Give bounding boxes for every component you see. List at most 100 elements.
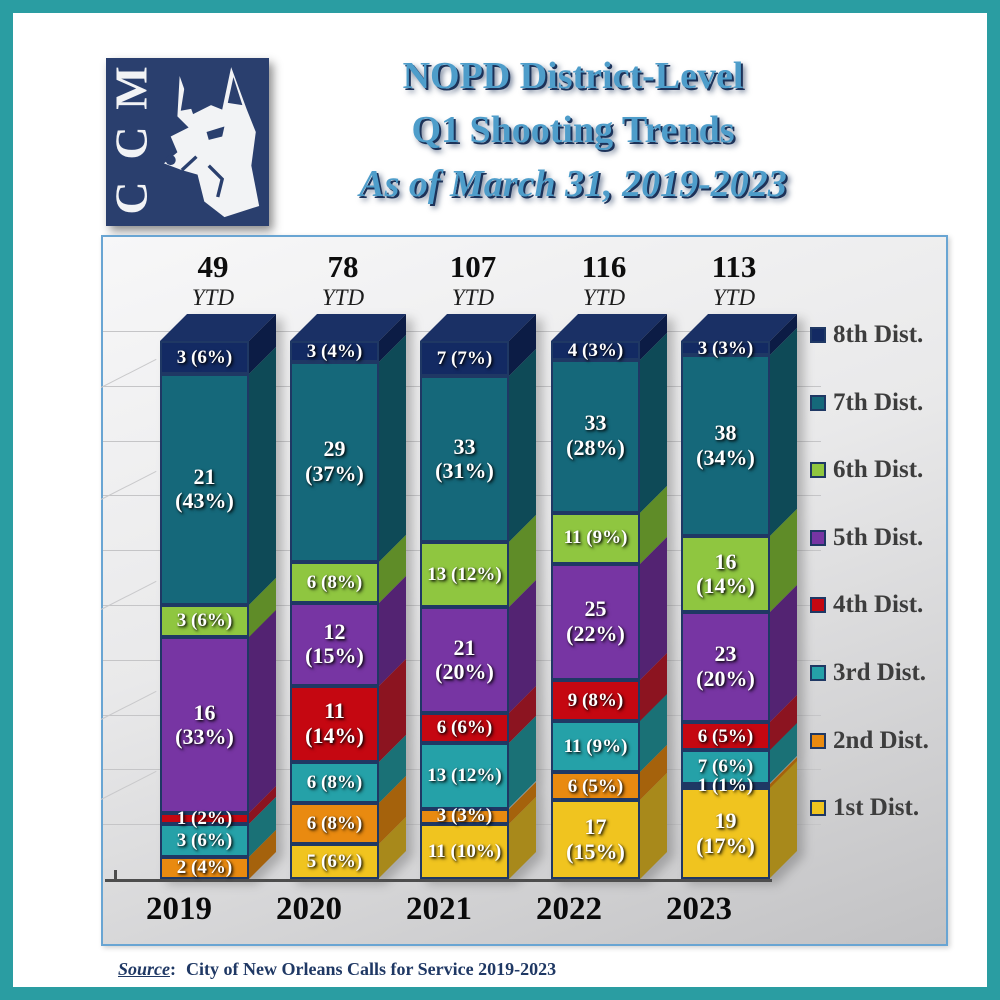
segment-label: 6 (8%) — [306, 813, 363, 835]
segment-2021-5th-dist: 21 (20%) — [420, 580, 536, 714]
total-value: 116 — [581, 249, 627, 284]
segment-2021-2nd-dist: 3 (3%) — [420, 781, 536, 826]
bar-2021: 7 (7%) 33 (31%) 13 (12%) 21 (20%) 6 (6%) 13 (… — [420, 314, 536, 879]
segment-2021-1st-dist: 11 (10%) — [420, 796, 536, 879]
segment-label: 3 (4%) — [306, 340, 363, 362]
segment-label: 1 (1%) — [697, 775, 754, 797]
segment-2020-1st-dist: 5 (6%) — [290, 817, 406, 879]
segment-2019-2nd-dist: 2 (4%) — [160, 830, 276, 879]
total-value: 113 — [711, 249, 757, 284]
ytd-label: YTD — [191, 285, 235, 310]
legend-label: 4th Dist. — [833, 591, 924, 618]
legend-label: 1st Dist. — [833, 794, 920, 821]
segment-label: 25 (22%) — [566, 595, 625, 646]
segment-2023-8th-dist: 3 (3%) — [681, 314, 797, 359]
segment-label: 33 (31%) — [435, 433, 494, 484]
legend-label: 5th Dist. — [833, 524, 924, 551]
total-value: 49 — [197, 249, 229, 284]
segment-2021-4th-dist: 6 (6%) — [420, 686, 536, 744]
ytd-label: YTD — [582, 285, 626, 310]
segment-label: 6 (8%) — [306, 571, 363, 593]
segment-2023-5th-dist: 23 (20%) — [681, 585, 797, 722]
segment-2022-6th-dist: 11 (9%) — [551, 485, 667, 564]
segment-side-face — [770, 328, 797, 537]
year-label-2021: 2021 — [406, 891, 472, 927]
segment-2020-4th-dist: 11 (14%) — [290, 658, 406, 762]
mcc-letter-2: C — [105, 181, 157, 215]
segment-2022-3rd-dist: 11 (9%) — [551, 694, 667, 773]
segment-2020-7th-dist: 29 (37%) — [290, 334, 406, 562]
bar-total-2021: 107 YTD — [408, 250, 538, 312]
legend-label: 2nd Dist. — [833, 727, 929, 754]
segment-2023-4th-dist: 6 (5%) — [681, 694, 797, 751]
segment-label: 13 (12%) — [427, 765, 502, 787]
axis-tick — [114, 870, 117, 880]
segment-label: 17 (15%) — [566, 813, 625, 864]
segment-label: 11 (9%) — [563, 527, 628, 549]
segment-2020-2nd-dist: 6 (8%) — [290, 776, 406, 845]
source-line: Source: City of New Orleans Calls for Ser… — [118, 959, 556, 980]
legend-item-4th-dist: 4th Dist. — [810, 591, 923, 619]
source-text: City of New Orleans Calls for Service 20… — [186, 959, 557, 979]
wall-line — [100, 770, 157, 800]
segment-2019-3rd-dist: 3 (6%) — [160, 797, 276, 858]
bar-2022: 4 (3%) 33 (28%) 11 (9%) 25 (22%) 9 (8%) 11 (9… — [551, 314, 667, 879]
segment-2022-4th-dist: 9 (8%) — [551, 652, 667, 722]
segment-label: 9 (8%) — [567, 689, 624, 711]
year-label-2020: 2020 — [276, 891, 342, 927]
legend-label: 6th Dist. — [833, 456, 924, 483]
segment-label: 11 (9%) — [563, 736, 628, 758]
segment-2022-8th-dist: 4 (3%) — [551, 314, 667, 361]
segment-2023-2nd-dist: 1 (1%) — [681, 756, 797, 796]
segment-side-face — [249, 346, 276, 605]
wall-line — [100, 358, 157, 388]
legend-swatch — [810, 800, 826, 816]
legend-swatch — [810, 462, 826, 478]
page-title: NOPD District-Level Q1 Shooting Trends A… — [273, 49, 873, 211]
legend-item-1st-dist: 1st Dist. — [810, 794, 919, 822]
segment-2019-5th-dist: 16 (33%) — [160, 610, 276, 814]
legend-item-6th-dist: 6th Dist. — [810, 456, 923, 484]
segment-label: 7 (6%) — [697, 756, 754, 778]
segment-label: 6 (8%) — [306, 771, 363, 793]
legend-item-2nd-dist: 2nd Dist. — [810, 727, 929, 755]
segment-side-face — [379, 334, 406, 562]
legend-item-3rd-dist: 3rd Dist. — [810, 659, 926, 687]
segment-label: 12 (15%) — [305, 618, 364, 669]
segment-label: 13 (12%) — [427, 564, 502, 586]
legend-swatch — [810, 665, 826, 681]
segment-label: 3 (6%) — [176, 829, 233, 851]
ytd-label: YTD — [321, 285, 365, 310]
segment-label: 38 (34%) — [696, 420, 755, 470]
segment-side-face — [509, 349, 536, 543]
segment-label: 16 (14%) — [696, 548, 755, 599]
segment-2021-3rd-dist: 13 (12%) — [420, 716, 536, 809]
segment-2022-7th-dist: 33 (28%) — [551, 332, 667, 513]
legend-swatch — [810, 530, 826, 546]
segment-2022-5th-dist: 25 (22%) — [551, 536, 667, 680]
bar-total-2022: 116 YTD — [539, 250, 669, 312]
bar-total-2019: 49 YTD — [148, 250, 278, 312]
segment-side-face — [640, 332, 667, 513]
segment-label: 23 (20%) — [696, 641, 755, 692]
bar-total-2023: 113 YTD — [669, 250, 799, 312]
mcc-letter-1: C — [105, 126, 157, 160]
chart-panel: 49 YTD 3 (6%) 21 (43%) 3 (6%) 16 (33%) 1 (2%) 3… — [100, 235, 948, 946]
year-label-2023: 2023 — [666, 891, 732, 927]
axis-line — [105, 879, 772, 882]
segment-label: 16 (33%) — [175, 699, 234, 750]
segment-2019-4th-dist: 1 (2%) — [160, 786, 276, 829]
segment-label: 11 (14%) — [305, 698, 364, 748]
legend-label: 3rd Dist. — [833, 659, 927, 686]
segment-2019-7th-dist: 21 (43%) — [160, 346, 276, 605]
bar-2019: 3 (6%) 21 (43%) 3 (6%) 16 (33%) 1 (2%) 3 (6%)… — [160, 314, 276, 879]
segment-label: 21 (20%) — [435, 634, 494, 685]
legend-item-8th-dist: 8th Dist. — [810, 321, 923, 349]
segment-2020-8th-dist: 3 (4%) — [290, 314, 406, 362]
segment-label: 5 (6%) — [306, 851, 363, 873]
legend-swatch — [810, 733, 826, 749]
segment-2022-1st-dist: 17 (15%) — [551, 773, 667, 879]
ytd-label: YTD — [451, 285, 495, 310]
bar-2020: 3 (4%) 29 (37%) 6 (8%) 12 (15%) 11 (14%) 6 (8… — [290, 314, 406, 879]
